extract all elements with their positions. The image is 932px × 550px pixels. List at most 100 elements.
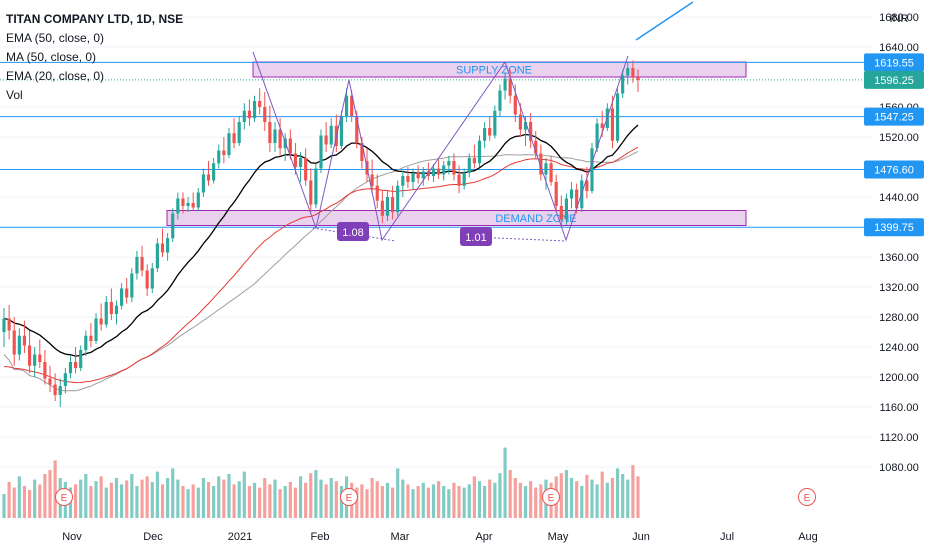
indicator-ema20[interactable]: EMA (20, close, 0) bbox=[6, 69, 105, 83]
pattern-drawing[interactable]: 1.08 1.01 bbox=[252, 1, 694, 246]
volume-bar bbox=[467, 484, 471, 518]
volume-bar bbox=[2, 494, 6, 518]
volume-bar bbox=[155, 471, 159, 518]
volume-bar bbox=[263, 478, 267, 518]
price-axis[interactable]: 1080.00 1120.00 1160.00 1200.00 1240.00 1280.… bbox=[864, 0, 932, 550]
candle bbox=[222, 137, 226, 164]
time-axis[interactable]: Nov Dec 2021 Feb Mar Apr May Jun Jul Aug bbox=[0, 526, 932, 550]
candle bbox=[166, 233, 170, 261]
price-tag[interactable] bbox=[864, 107, 924, 126]
candle bbox=[273, 122, 277, 152]
candle bbox=[263, 92, 267, 131]
volume-bar bbox=[288, 482, 292, 518]
candle bbox=[38, 339, 42, 368]
ratio-badge[interactable] bbox=[337, 222, 369, 241]
indicator-ma50[interactable]: MA (50, close, 0) bbox=[6, 50, 97, 64]
volume-bar bbox=[196, 487, 200, 518]
ratio-badge[interactable] bbox=[460, 227, 492, 246]
indicator-vol[interactable]: Vol bbox=[6, 88, 23, 102]
volume-bar bbox=[457, 486, 461, 518]
volume-bar bbox=[472, 476, 476, 518]
candle bbox=[48, 365, 52, 392]
volume-bar bbox=[324, 484, 328, 518]
volume-bar bbox=[186, 489, 190, 518]
candle bbox=[442, 161, 446, 181]
volume-bar bbox=[447, 489, 451, 518]
earnings-marker-label: E bbox=[804, 493, 811, 504]
candle bbox=[155, 238, 159, 272]
time-tick-label: Aug bbox=[798, 531, 818, 543]
earnings-marker[interactable]: E bbox=[798, 488, 816, 506]
volume-bar bbox=[298, 476, 303, 518]
candle bbox=[529, 113, 533, 149]
candle bbox=[186, 197, 190, 212]
candle bbox=[33, 347, 37, 377]
volume-bar bbox=[380, 486, 384, 518]
volume-bar bbox=[191, 484, 195, 518]
volume-bar bbox=[242, 471, 246, 518]
price-tag-label: 1596.25 bbox=[874, 75, 914, 87]
volume-bar bbox=[140, 479, 144, 518]
volume-bar bbox=[283, 486, 287, 518]
indicator-ema50[interactable]: EMA (50, close, 0) bbox=[6, 31, 105, 45]
volume-bar bbox=[247, 486, 252, 518]
volume-bar bbox=[401, 479, 405, 518]
currency-label: INR bbox=[890, 13, 909, 25]
candle bbox=[636, 69, 640, 92]
candle bbox=[370, 159, 374, 194]
trend-arrow[interactable] bbox=[635, 1, 694, 41]
volume-bar bbox=[79, 479, 83, 518]
volume-bar bbox=[523, 486, 528, 518]
candle bbox=[242, 103, 246, 130]
volume-bar bbox=[145, 476, 149, 518]
volume-bar bbox=[38, 484, 42, 518]
volume-bar bbox=[99, 476, 103, 518]
price-tag[interactable] bbox=[864, 218, 924, 237]
candles bbox=[2, 60, 640, 407]
volume-bar bbox=[411, 489, 415, 518]
volume-bar bbox=[488, 479, 492, 518]
price-tick-label: 1680.00 bbox=[879, 12, 919, 24]
candle bbox=[252, 95, 257, 122]
candle bbox=[191, 192, 195, 211]
volume-bar bbox=[406, 484, 410, 518]
candle bbox=[314, 163, 318, 209]
candle bbox=[329, 118, 333, 149]
candle bbox=[554, 174, 558, 212]
earnings-marker[interactable]: E bbox=[340, 488, 358, 506]
volume-bar bbox=[314, 470, 318, 518]
volume-bar bbox=[232, 484, 236, 518]
candle bbox=[518, 103, 522, 137]
candle bbox=[140, 245, 144, 277]
candle bbox=[477, 135, 482, 167]
volume-bar bbox=[206, 482, 211, 518]
volume-bar bbox=[309, 473, 313, 518]
price-tag[interactable] bbox=[864, 70, 924, 89]
pattern-zigzag[interactable] bbox=[252, 51, 629, 242]
price-tag-label: 1619.55 bbox=[874, 57, 914, 69]
price-tag[interactable] bbox=[864, 160, 924, 179]
candle bbox=[278, 118, 282, 156]
earnings-marker[interactable]: E bbox=[55, 488, 73, 506]
volume-bar bbox=[569, 478, 574, 518]
candle bbox=[171, 208, 175, 242]
price-tag-label: 1547.25 bbox=[874, 112, 914, 124]
volume-bar bbox=[109, 482, 113, 518]
demand-zone[interactable] bbox=[166, 210, 747, 226]
volume-bar bbox=[631, 465, 635, 518]
horizontal-levels[interactable] bbox=[0, 61, 872, 228]
volume-bar bbox=[273, 479, 277, 518]
candle bbox=[27, 330, 32, 374]
symbol-title[interactable]: TITAN COMPANY LTD, 1D, NSE bbox=[6, 12, 184, 26]
price-tag[interactable] bbox=[864, 53, 924, 72]
volume-bar bbox=[22, 486, 27, 518]
earnings-marker[interactable]: E bbox=[542, 488, 560, 506]
candle bbox=[615, 88, 620, 143]
candle bbox=[104, 296, 108, 328]
volume-bar bbox=[493, 482, 497, 518]
volume-bar bbox=[237, 481, 241, 518]
volume-bar bbox=[94, 481, 98, 518]
volume-bar bbox=[626, 479, 630, 518]
